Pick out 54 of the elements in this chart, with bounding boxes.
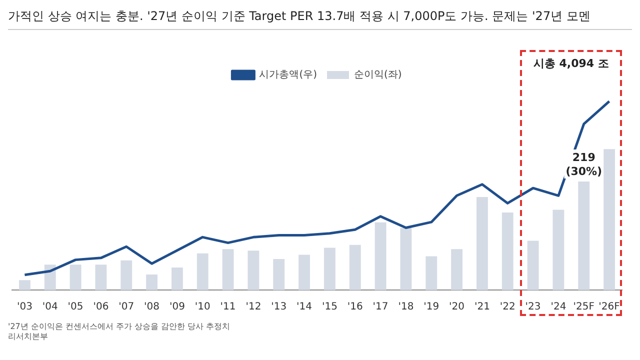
bar bbox=[604, 149, 616, 290]
x-tick-label: '07 bbox=[118, 302, 134, 313]
bar bbox=[451, 249, 463, 290]
bar bbox=[476, 197, 488, 290]
bar bbox=[400, 228, 412, 290]
bar bbox=[298, 254, 310, 290]
bar bbox=[146, 274, 158, 290]
text: 리서치본부 bbox=[8, 332, 49, 342]
bar bbox=[502, 212, 514, 290]
x-tick-label: '18 bbox=[398, 302, 414, 313]
x-tick-label: '09 bbox=[169, 302, 185, 313]
bar bbox=[426, 256, 438, 290]
x-tick-label: '19 bbox=[424, 302, 440, 313]
bar bbox=[120, 260, 132, 290]
x-tick-label: '12 bbox=[246, 302, 262, 313]
x-tick-label: '05 bbox=[68, 302, 84, 313]
x-tick-label: '04 bbox=[42, 302, 58, 313]
bar bbox=[349, 244, 361, 290]
x-tick-label: '20 bbox=[449, 302, 465, 313]
x-tick-label: '25F bbox=[573, 302, 595, 313]
x-tick-label: '11 bbox=[220, 302, 236, 313]
x-tick-label: '14 bbox=[296, 302, 312, 313]
bar bbox=[18, 280, 30, 290]
bar bbox=[248, 250, 260, 290]
bar bbox=[196, 253, 208, 290]
bar bbox=[578, 182, 590, 290]
legend-label: 시가총액(우) bbox=[259, 70, 318, 81]
bar bbox=[273, 259, 285, 290]
bar bbox=[527, 240, 539, 290]
bar bbox=[171, 267, 183, 290]
x-tick-label: '08 bbox=[144, 302, 160, 313]
x-tick-label: '16 bbox=[347, 302, 363, 313]
bar bbox=[95, 264, 107, 290]
annotation: 219 (30%) bbox=[566, 150, 602, 178]
bar bbox=[324, 248, 336, 290]
text: 시총 4,094 조 bbox=[533, 57, 609, 70]
x-tick-label: '03 bbox=[16, 302, 32, 313]
text: '27년 순이익은 컨센서스에서 주가 상승을 감안한 당사 추정치 bbox=[8, 322, 232, 332]
x-tick-label: '24 bbox=[550, 302, 566, 313]
x-tick-label: '10 bbox=[194, 302, 210, 313]
x-tick-label: '22 bbox=[500, 302, 516, 313]
legend-label: 순이익(좌) bbox=[354, 70, 402, 81]
bar bbox=[374, 222, 386, 290]
x-tick-label: '26F bbox=[598, 302, 620, 313]
x-tick-label: '06 bbox=[93, 302, 109, 313]
bar bbox=[70, 264, 82, 290]
bar bbox=[222, 249, 234, 290]
x-tick-label: '23 bbox=[525, 302, 541, 313]
chart-title: 가적인 상승 여지는 충분. '27년 순이익 기준 Target PER 13.7배 적용 시 7,000P도 가능. 문제는 '27년 모멘 bbox=[8, 8, 632, 30]
bar bbox=[552, 210, 564, 290]
x-tick-label: '15 bbox=[322, 302, 338, 313]
x-tick-label: '17 bbox=[372, 302, 388, 313]
x-tick-label: '21 bbox=[474, 302, 490, 313]
x-tick-label: '13 bbox=[271, 302, 287, 313]
